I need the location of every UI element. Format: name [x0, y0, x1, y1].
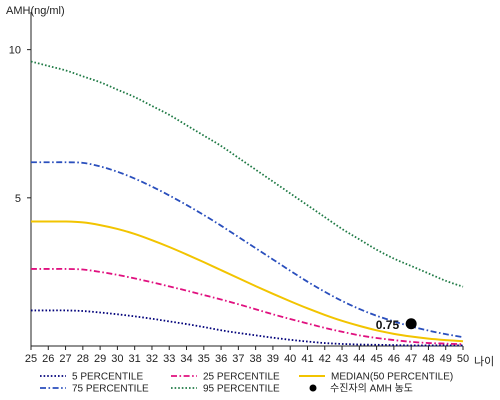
- y-axis-label: AMH(ng/ml): [6, 5, 65, 17]
- series-line-3: [30, 60, 464, 288]
- series-line-1: [30, 268, 464, 346]
- y-tick-label-10: 10: [9, 45, 21, 57]
- y-tick-label-5: 5: [15, 193, 21, 205]
- x-tick-label-34: 34: [180, 353, 192, 365]
- x-tick-label-33: 33: [163, 353, 175, 365]
- x-tick-label-25: 25: [25, 353, 37, 365]
- legend-label-2: 75 PERCENTILE: [72, 384, 149, 395]
- legend-marker-label: 수진자의 AMH 농도: [330, 383, 413, 395]
- axes: 25 26 27 28 29 30 31 32 33 34 35 36 37 38 39 40 41 42 43 44…: [9, 12, 469, 365]
- x-tick-label-31: 31: [129, 353, 141, 365]
- x-tick-label-42: 42: [319, 353, 331, 365]
- x-tick-label-43: 43: [336, 353, 348, 365]
- x-tick-label-44: 44: [353, 353, 365, 365]
- x-tick-label-30: 30: [111, 353, 123, 365]
- x-tick-label-41: 41: [301, 353, 313, 365]
- series-line-4: [30, 220, 464, 343]
- x-tick-label-49: 49: [440, 353, 452, 365]
- x-tick-label-35: 35: [198, 353, 210, 365]
- x-axis-label: 나이: [474, 355, 494, 368]
- marker-layer: 0.75: [376, 318, 417, 332]
- x-tick-label-27: 27: [59, 353, 71, 365]
- series-layer: [30, 60, 464, 347]
- x-tick-label-26: 26: [42, 353, 54, 365]
- x-tick-label-29: 29: [94, 353, 106, 365]
- x-tick-label-32: 32: [146, 353, 158, 365]
- legend-label-4: MEDIAN(50 PERCENTILE): [331, 372, 453, 383]
- x-tick-label-46: 46: [388, 353, 400, 365]
- x-tick-label-28: 28: [77, 353, 89, 365]
- series-line-0: [30, 309, 463, 347]
- legend-label-1: 25 PERCENTILE: [203, 372, 280, 383]
- x-tick-label-37: 37: [232, 353, 244, 365]
- legend: 5 PERCENTILE 25 PERCENTILE MEDIAN(50 PERCE…: [40, 372, 453, 395]
- legend-marker-swatch: [309, 384, 317, 392]
- x-tick-label-40: 40: [284, 353, 296, 365]
- patient-marker-label: 0.75: [376, 318, 400, 332]
- x-tick-label-36: 36: [215, 353, 227, 365]
- x-tick-label-50: 50: [457, 353, 469, 365]
- x-tick-label-38: 38: [250, 353, 262, 365]
- series-line-2: [31, 161, 464, 338]
- x-tick-label-39: 39: [267, 353, 279, 365]
- x-tick-label-45: 45: [370, 353, 382, 365]
- legend-label-3: 95 PERCENTILE: [203, 384, 280, 395]
- x-tick-label-47: 47: [405, 353, 417, 365]
- legend-label-0: 5 PERCENTILE: [72, 372, 143, 383]
- x-tick-label-48: 48: [422, 353, 434, 365]
- patient-marker-point: [405, 318, 417, 330]
